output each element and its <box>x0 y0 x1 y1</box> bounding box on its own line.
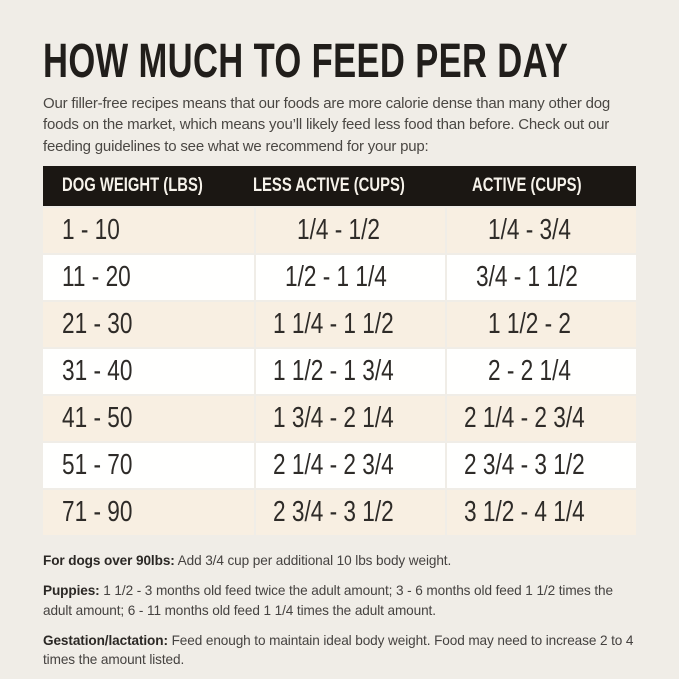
cell-less-active: 1/4 - 1/2 <box>255 208 445 254</box>
cell-active: 3 1/2 - 4 1/4 <box>446 490 636 536</box>
table-row: 31 - 40 1 1/2 - 1 3/4 2 - 2 1/4 <box>43 349 636 395</box>
column-header-less-active-label: LESS ACTIVE (CUPS) <box>253 175 405 197</box>
cell-weight: 11 - 20 <box>43 255 254 301</box>
feeding-table: DOG WEIGHT (LBS) LESS ACTIVE (CUPS) ACTI… <box>43 166 636 536</box>
cell-less-active: 2 3/4 - 3 1/2 <box>255 490 445 536</box>
note-puppies: Puppies: 1 1/2 - 3 months old feed twice… <box>43 581 636 621</box>
table-row: 41 - 50 1 3/4 - 2 1/4 2 1/4 - 2 3/4 <box>43 396 636 442</box>
cell-weight: 41 - 50 <box>43 396 254 442</box>
cell-active: 2 3/4 - 3 1/2 <box>446 443 636 489</box>
cell-weight: 51 - 70 <box>43 443 254 489</box>
note-puppies-label: Puppies: <box>43 583 100 599</box>
note-puppies-text: 1 1/2 - 3 months old feed twice the adul… <box>43 583 613 618</box>
note-gestation-label: Gestation/lactation: <box>43 632 168 648</box>
intro-text: Our filler-free recipes means that our f… <box>43 95 611 155</box>
column-header-active: ACTIVE (CUPS) <box>448 175 636 197</box>
cell-active: 2 1/4 - 2 3/4 <box>446 396 636 442</box>
cell-active: 2 - 2 1/4 <box>446 349 636 395</box>
table-row: 71 - 90 2 3/4 - 3 1/2 3 1/2 - 4 1/4 <box>43 490 636 536</box>
table-row: 1 - 10 1/4 - 1/2 1/4 - 3/4 <box>43 208 636 254</box>
cell-weight: 71 - 90 <box>43 490 254 536</box>
page-title-text: HOW MUCH TO FEED PER DAY <box>43 35 569 88</box>
table-header-row: DOG WEIGHT (LBS) LESS ACTIVE (CUPS) ACTI… <box>43 166 636 207</box>
table-row: 21 - 30 1 1/4 - 1 1/2 1 1/2 - 2 <box>43 302 636 348</box>
cell-less-active: 2 1/4 - 2 3/4 <box>255 443 445 489</box>
cell-weight: 1 - 10 <box>43 208 254 254</box>
note-gestation-text: Feed enough to maintain ideal body weigh… <box>43 632 634 668</box>
table-row: 51 - 70 2 1/4 - 2 3/4 2 3/4 - 3 1/2 <box>43 443 636 489</box>
note-over-90lbs-label: For dogs over 90lbs: <box>43 553 175 569</box>
column-header-dog-weight-label: DOG WEIGHT (LBS) <box>62 175 203 197</box>
cell-less-active: 1 1/2 - 1 3/4 <box>255 349 445 395</box>
cell-less-active: 1 1/4 - 1 1/2 <box>255 302 445 348</box>
cell-active: 1 1/2 - 2 <box>446 302 636 348</box>
cell-active: 1/4 - 3/4 <box>446 208 636 254</box>
note-over-90lbs-text: Add 3/4 cup per additional 10 lbs body w… <box>177 553 452 569</box>
footnotes: For dogs over 90lbs: Add 3/4 cup per add… <box>43 551 636 670</box>
cell-less-active: 1 3/4 - 2 1/4 <box>255 396 445 442</box>
cell-active: 3/4 - 1 1/2 <box>446 255 636 301</box>
column-header-dog-weight: DOG WEIGHT (LBS) <box>43 175 253 197</box>
cell-less-active: 1/2 - 1 1/4 <box>255 255 445 301</box>
note-gestation: Gestation/lactation: Feed enough to main… <box>43 631 636 671</box>
table-row: 11 - 20 1/2 - 1 1/4 3/4 - 1 1/2 <box>43 255 636 301</box>
page-title: HOW MUCH TO FEED PER DAY <box>43 35 636 88</box>
cell-weight: 21 - 30 <box>43 302 254 348</box>
note-over-90lbs: For dogs over 90lbs: Add 3/4 cup per add… <box>43 551 636 571</box>
cell-weight: 31 - 40 <box>43 349 254 395</box>
column-header-less-active: LESS ACTIVE (CUPS) <box>253 175 448 197</box>
column-header-active-label: ACTIVE (CUPS) <box>471 175 582 197</box>
